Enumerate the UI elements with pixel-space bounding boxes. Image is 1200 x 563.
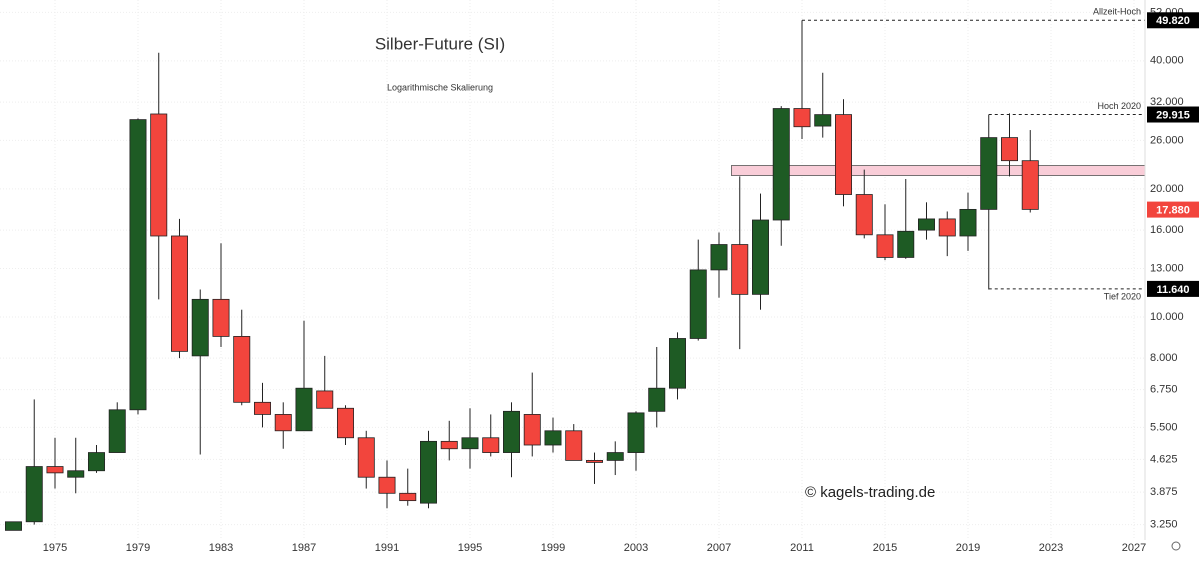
x-tick-label: 2003 bbox=[624, 542, 648, 554]
x-tick-label: 2027 bbox=[1122, 542, 1146, 554]
candle-body bbox=[87, 452, 105, 472]
x-tick-label: 1979 bbox=[126, 542, 150, 554]
price-tag-label: 17.880 bbox=[1156, 205, 1190, 217]
candle-body bbox=[710, 244, 728, 271]
y-tick-label: 32.000 bbox=[1150, 96, 1184, 108]
y-tick-label: 40.000 bbox=[1150, 55, 1184, 67]
x-tick-label: 1995 bbox=[458, 542, 482, 554]
x-tick-label: 2023 bbox=[1039, 542, 1063, 554]
x-tick-label: 1987 bbox=[292, 542, 316, 554]
candle-body bbox=[959, 208, 977, 237]
candle-body bbox=[648, 387, 666, 412]
candle-body bbox=[295, 387, 313, 432]
y-tick-label: 3.250 bbox=[1150, 519, 1178, 531]
price-tag-label: 49.820 bbox=[1156, 15, 1190, 27]
candle-body bbox=[544, 430, 562, 446]
y-tick-label: 3.875 bbox=[1150, 486, 1178, 498]
y-tick-label: 4.625 bbox=[1150, 453, 1178, 465]
candle-body bbox=[503, 410, 520, 453]
candle-body bbox=[565, 430, 583, 461]
y-tick-label: 10.000 bbox=[1150, 311, 1184, 323]
x-tick-label: 2019 bbox=[956, 542, 980, 554]
candle-body bbox=[212, 298, 230, 337]
candle-body bbox=[461, 437, 479, 450]
candle-body bbox=[46, 466, 64, 474]
level-label: Allzeit-Hoch bbox=[1093, 7, 1141, 17]
level-label: Tief 2020 bbox=[1104, 291, 1141, 301]
price-tag-label: 11.640 bbox=[1156, 284, 1189, 296]
candle-body bbox=[482, 437, 500, 453]
y-tick-label: 8.000 bbox=[1150, 352, 1178, 364]
x-tick-label: 2015 bbox=[873, 542, 897, 554]
y-tick-label: 5.500 bbox=[1150, 421, 1178, 433]
candle-body bbox=[731, 244, 749, 295]
candle-body bbox=[233, 336, 251, 403]
price-tag bbox=[1147, 106, 1199, 123]
y-tick-label: 26.000 bbox=[1150, 134, 1184, 146]
chart-title: Silber-Future (SI) bbox=[375, 34, 505, 53]
candle-body bbox=[918, 218, 935, 231]
candle-body bbox=[440, 440, 458, 450]
candle-body bbox=[316, 390, 334, 409]
x-tick-label: 1975 bbox=[43, 542, 67, 554]
candle-body bbox=[420, 440, 437, 504]
candle-body bbox=[399, 492, 417, 502]
candle-body bbox=[772, 108, 790, 221]
x-tick-label: 2011 bbox=[790, 542, 814, 554]
candle-body bbox=[606, 452, 624, 461]
candle-body bbox=[689, 269, 707, 339]
candle-body bbox=[378, 476, 396, 494]
candle-body bbox=[129, 119, 147, 411]
candle-body bbox=[4, 521, 22, 531]
candle-body bbox=[357, 437, 375, 478]
candle-body bbox=[938, 218, 956, 237]
candle-body bbox=[855, 194, 873, 236]
candle-body bbox=[627, 412, 645, 453]
y-tick-label: 16.000 bbox=[1150, 224, 1184, 236]
candle-body bbox=[25, 466, 43, 523]
candle-body bbox=[67, 470, 85, 478]
candle-body bbox=[752, 219, 769, 295]
candle-body bbox=[274, 414, 292, 432]
price-tag bbox=[1147, 12, 1199, 29]
y-tick-label: 20.000 bbox=[1150, 183, 1184, 195]
chart-subtitle: Logarithmische Skalierung bbox=[387, 82, 493, 92]
candle-body bbox=[170, 235, 188, 352]
settings-icon[interactable] bbox=[1171, 541, 1181, 551]
x-tick-label: 1999 bbox=[541, 542, 565, 554]
y-tick-label: 6.750 bbox=[1150, 383, 1178, 395]
candle-body bbox=[1021, 160, 1039, 210]
x-tick-label: 1983 bbox=[209, 542, 233, 554]
candle-body bbox=[523, 414, 541, 446]
y-tick-label: 13.000 bbox=[1150, 262, 1184, 274]
candle-body bbox=[253, 401, 271, 415]
watermark: © kagels-trading.de bbox=[805, 484, 935, 501]
x-tick-label: 2007 bbox=[707, 542, 731, 554]
candle-body bbox=[814, 114, 832, 127]
resistance-zone bbox=[731, 165, 1146, 176]
price-tag bbox=[1147, 201, 1199, 218]
plot bbox=[4, 19, 1146, 531]
candle-body bbox=[191, 298, 209, 357]
level-label: Hoch 2020 bbox=[1097, 101, 1141, 111]
candle-body bbox=[980, 137, 998, 210]
candle-body bbox=[150, 113, 168, 237]
candle-body bbox=[897, 230, 915, 258]
candle-body bbox=[108, 409, 126, 453]
x-tick-label: 1991 bbox=[375, 542, 399, 554]
candle-body bbox=[793, 108, 811, 128]
candle-body bbox=[876, 234, 894, 258]
candle-body bbox=[586, 460, 603, 463]
candle-body bbox=[669, 338, 686, 389]
candle-body bbox=[1001, 137, 1018, 162]
price-tag bbox=[1147, 280, 1199, 297]
price-tag-label: 29.915 bbox=[1156, 109, 1190, 121]
candle-body bbox=[835, 114, 852, 195]
candle-body bbox=[336, 407, 354, 439]
